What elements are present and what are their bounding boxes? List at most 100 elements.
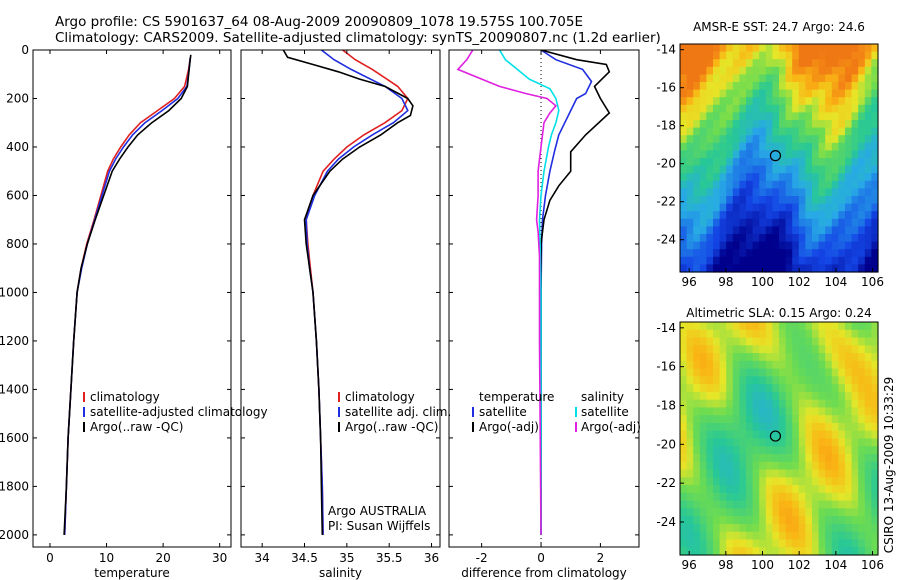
map-cell <box>845 44 853 53</box>
map-cell <box>680 264 688 273</box>
map-cell <box>706 477 714 486</box>
map-cell <box>772 89 780 98</box>
map-cell <box>686 345 694 354</box>
map-cell <box>825 226 833 235</box>
map-cell <box>765 446 773 455</box>
map-cell <box>831 218 839 227</box>
map-cell <box>732 376 740 385</box>
map-cell <box>798 211 806 220</box>
map-cell <box>779 446 787 455</box>
map-cell <box>706 500 714 509</box>
map-cell <box>812 241 820 250</box>
map-cell <box>726 165 734 174</box>
map-cell <box>772 188 780 197</box>
map-cell <box>772 211 780 220</box>
map-cell <box>825 97 833 106</box>
map-cell <box>779 337 787 346</box>
map-cell <box>693 188 701 197</box>
map-cell <box>785 329 793 339</box>
map-cell <box>779 539 787 548</box>
map-cell <box>858 516 866 525</box>
map-cell <box>752 112 760 121</box>
map-cell <box>792 492 800 502</box>
map-cell <box>693 547 701 556</box>
map-cell <box>798 127 806 136</box>
map-cell <box>706 218 714 227</box>
map-cell <box>765 337 773 346</box>
map-cell <box>785 407 793 416</box>
map-cell <box>693 59 701 68</box>
map-cell <box>719 150 727 159</box>
map-cell <box>680 469 688 478</box>
map-cell <box>713 508 721 517</box>
map-cell <box>798 173 806 182</box>
map-cell <box>871 120 879 129</box>
map-cell <box>858 104 866 113</box>
map-cell <box>739 531 747 541</box>
map-cell <box>746 104 754 113</box>
map-cell <box>752 211 760 220</box>
map-cell <box>858 415 866 424</box>
map-cell <box>680 135 688 144</box>
map-cell <box>858 477 866 486</box>
map-cell <box>818 523 826 533</box>
map-cell <box>713 384 721 393</box>
map-cell <box>726 415 734 424</box>
map-cell <box>759 97 767 106</box>
x-tick-label: 35.5 <box>376 551 403 565</box>
legend-entry: Argo(-adj) <box>581 420 641 434</box>
map-cell <box>699 360 707 370</box>
map-cell <box>693 241 701 250</box>
map-cell <box>864 135 872 144</box>
map-cell <box>779 454 787 463</box>
map-cell <box>864 120 872 129</box>
map-cell <box>825 516 833 525</box>
map-cell <box>746 360 754 370</box>
map-cell <box>845 368 853 377</box>
map-x-tick-label: 98 <box>718 275 733 289</box>
map-cell <box>765 430 773 440</box>
map-cell <box>759 82 767 91</box>
map-cell <box>706 226 714 235</box>
map-cell <box>686 376 694 385</box>
map-cell <box>746 51 754 60</box>
map-cell <box>792 256 800 265</box>
map-cell <box>812 135 820 144</box>
map-cell <box>772 241 780 250</box>
map-cell <box>818 492 826 502</box>
map-cell <box>719 523 727 533</box>
map-cell <box>772 264 780 273</box>
map-cell <box>713 74 721 83</box>
map-cell <box>732 120 740 129</box>
map-cell <box>746 345 754 354</box>
map-cell <box>759 353 767 362</box>
map-cell <box>746 438 754 447</box>
map-cell <box>785 415 793 424</box>
x-tick-label: 34.5 <box>291 551 318 565</box>
map-cell <box>719 173 727 182</box>
map-cell <box>858 234 866 243</box>
x-axis-label: temperature <box>94 566 169 580</box>
map-cell <box>805 438 813 447</box>
map-cell <box>798 97 806 106</box>
map-cell <box>779 547 787 556</box>
map-cell <box>765 142 773 151</box>
map-cell <box>699 500 707 509</box>
map-cell <box>818 531 826 541</box>
map-cell <box>792 249 800 258</box>
map-cell <box>719 74 727 83</box>
map-cell <box>759 376 767 385</box>
map-cell <box>706 539 714 548</box>
map-cell <box>686 97 694 106</box>
x-tick-label: 0 <box>46 551 54 565</box>
map-cell <box>719 360 727 370</box>
map-cell <box>792 446 800 455</box>
map-cell <box>713 188 721 197</box>
map-cell <box>739 234 747 243</box>
map-x-tick-label: 106 <box>861 558 884 572</box>
map-cell <box>792 322 800 331</box>
map-cell <box>713 165 721 174</box>
map-cell <box>812 353 820 362</box>
map-cell <box>699 203 707 212</box>
